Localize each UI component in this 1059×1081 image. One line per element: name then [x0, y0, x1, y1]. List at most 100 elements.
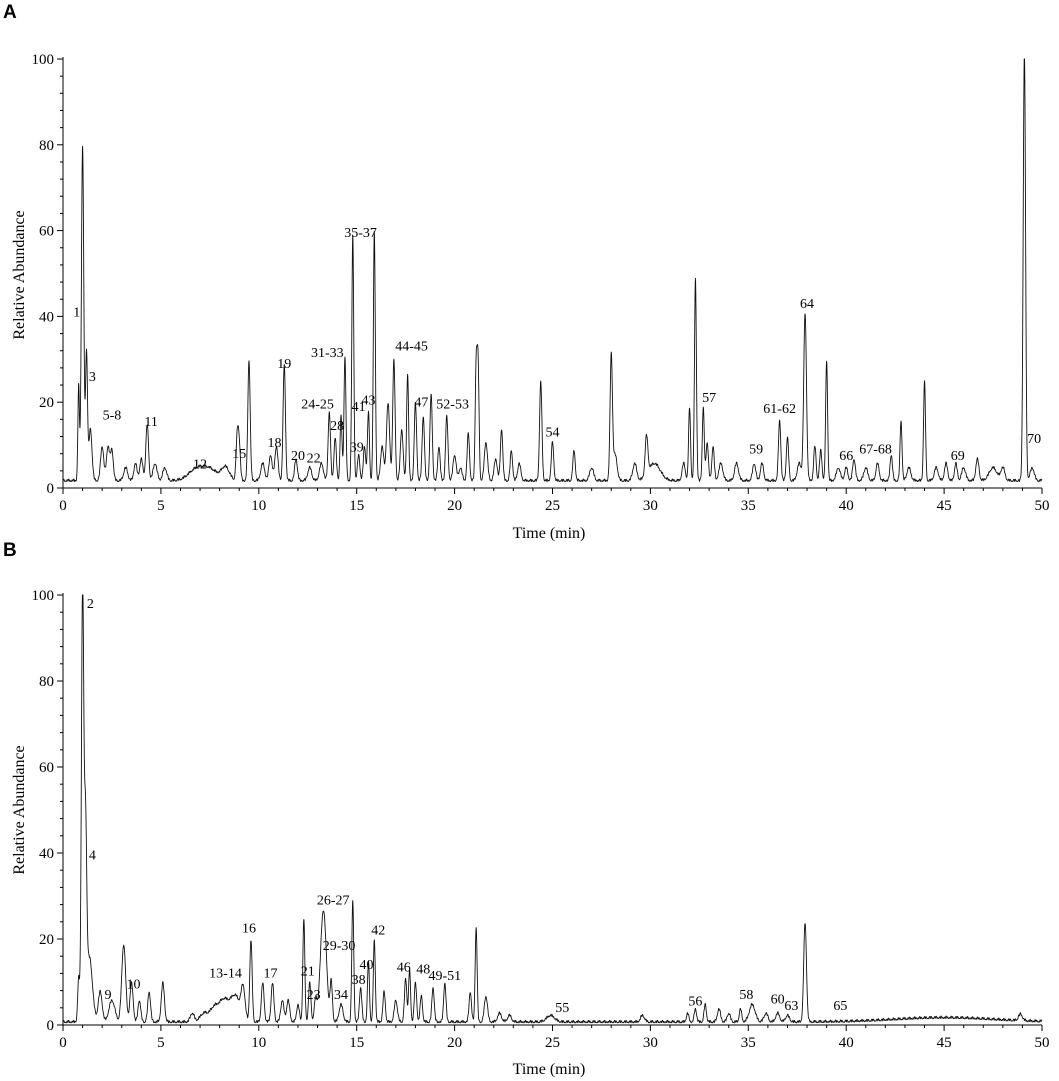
x-tick-label: 15 — [349, 498, 364, 514]
y-tick-label: 40 — [39, 846, 54, 862]
peak-label: 38 — [352, 973, 366, 988]
peak-label: 24-25 — [301, 398, 334, 413]
peak-label: 9 — [105, 988, 112, 1003]
x-axis-title: Time (min) — [513, 525, 586, 542]
peak-label: 23 — [307, 988, 321, 1003]
x-tick-label: 5 — [157, 1035, 165, 1051]
peak-label: 17 — [264, 967, 278, 982]
x-tick-label: 0 — [59, 1035, 67, 1051]
peak-label: 70 — [1027, 432, 1041, 447]
peak-label: 3 — [89, 370, 96, 385]
x-tick-label: 40 — [839, 498, 854, 514]
peak-label: 66 — [839, 449, 853, 464]
peak-label: 35-37 — [344, 226, 377, 241]
y-tick-label: 100 — [32, 52, 55, 68]
y-axis-title: Relative Abundance — [11, 210, 28, 339]
peak-label: 10 — [126, 977, 140, 992]
peak-label: 1 — [73, 305, 80, 320]
x-tick-label: 35 — [741, 498, 756, 514]
panel-letter: B — [3, 540, 17, 561]
peak-label: 28 — [330, 419, 344, 434]
peak-label: 5-8 — [103, 408, 122, 423]
peak-label: 12 — [193, 458, 207, 473]
peak-label: 59 — [749, 443, 763, 458]
peak-label: 34 — [334, 988, 348, 1003]
x-tick-label: 25 — [545, 1035, 560, 1051]
peak-label: 55 — [555, 1001, 569, 1016]
peak-label: 16 — [242, 922, 256, 937]
peak-label: 42 — [371, 924, 385, 939]
peak-label: 20 — [291, 449, 305, 464]
axis-ticks: 0 5 10 15 20 25 30 35 40 45 50 0 20 40 60 80 100 — [32, 588, 1050, 1051]
y-tick-label: 20 — [39, 395, 54, 411]
peak-label: 21 — [301, 965, 315, 980]
peak-label: 13-14 — [209, 967, 242, 982]
peak-label: 61-62 — [763, 402, 796, 417]
x-tick-label: 15 — [349, 1035, 364, 1051]
axes — [62, 57, 1042, 489]
peak-label: 26-27 — [317, 894, 350, 909]
y-tick-label: 40 — [39, 309, 54, 325]
peak-label: 4 — [89, 848, 96, 863]
x-tick-label: 5 — [157, 498, 165, 514]
y-tick-label: 60 — [39, 760, 54, 776]
peak-label: 48 — [416, 962, 430, 977]
y-tick-label: 60 — [39, 224, 54, 240]
peak-label: 54 — [546, 426, 560, 441]
x-tick-label: 25 — [545, 498, 560, 514]
y-tick-label: 80 — [39, 674, 54, 690]
x-tick-label: 45 — [937, 1035, 952, 1051]
peak-label: 39 — [350, 441, 364, 456]
panel-b: B Relative Abundance Time (min) 0 5 10 15 20… — [3, 540, 1050, 1078]
y-tick-label: 80 — [39, 138, 54, 154]
peak-label: 49-51 — [428, 969, 461, 984]
chromatogram-trace — [62, 594, 1043, 1024]
peak-label: 2 — [87, 597, 94, 612]
x-tick-label: 30 — [643, 1035, 658, 1051]
x-tick-label: 10 — [251, 1035, 266, 1051]
peak-label: 64 — [800, 297, 814, 312]
peak-label: 40 — [359, 958, 373, 973]
peak-label: 41 — [352, 400, 366, 415]
peak-label: 56 — [688, 995, 702, 1010]
chromatogram-trace — [62, 58, 1043, 483]
peak-label: 67-68 — [859, 443, 892, 458]
peak-label: 58 — [739, 988, 753, 1003]
x-tick-label: 30 — [643, 498, 658, 514]
y-tick-label: 20 — [39, 932, 54, 948]
peak-label: 29-30 — [323, 939, 356, 954]
peak-label: 47 — [414, 395, 428, 410]
peak-label: 22 — [307, 451, 321, 466]
x-tick-label: 50 — [1035, 498, 1050, 514]
x-tick-label: 50 — [1035, 1035, 1050, 1051]
y-tick-label: 100 — [32, 588, 55, 604]
x-tick-label: 0 — [59, 498, 67, 514]
x-axis-title: Time (min) — [513, 1061, 586, 1078]
y-tick-label: 0 — [47, 1018, 55, 1034]
peak-label: 18 — [267, 436, 281, 451]
axis-ticks: 0 5 10 15 20 25 30 35 40 45 50 0 20 40 60 80 100 — [32, 52, 1050, 514]
peak-label: 31-33 — [311, 346, 344, 361]
peak-label: 69 — [951, 449, 965, 464]
panel-letter: A — [3, 2, 17, 23]
panel-a: A Relative Abundance Time (min) 0 5 10 15 20… — [3, 2, 1050, 542]
peak-label: 19 — [277, 357, 291, 372]
x-tick-label: 20 — [447, 498, 462, 514]
y-tick-label: 0 — [47, 481, 55, 497]
peak-label: 52-53 — [436, 398, 469, 413]
peak-label: 44-45 — [395, 340, 428, 355]
peak-label: 43 — [361, 393, 375, 408]
x-tick-label: 10 — [251, 498, 266, 514]
x-tick-label: 20 — [447, 1035, 462, 1051]
peak-label: 57 — [702, 391, 716, 406]
peak-label: 63 — [784, 999, 798, 1014]
x-tick-label: 40 — [839, 1035, 854, 1051]
peak-label: 46 — [397, 960, 411, 975]
peak-labels: 1 3 5-8 11 12 15 18 19 20 22 24-25 28 31-33 35-37 4143… — [73, 226, 1041, 473]
y-axis-title: Relative Abundance — [11, 745, 28, 874]
x-tick-label: 45 — [937, 498, 952, 514]
peak-label: 11 — [144, 415, 157, 430]
x-tick-label: 35 — [741, 1035, 756, 1051]
